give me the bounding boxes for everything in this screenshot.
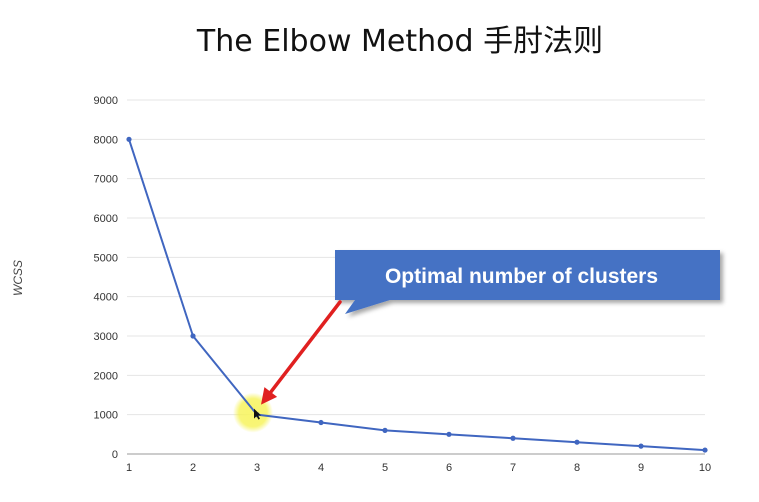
mouse-cursor-icon bbox=[254, 408, 261, 420]
arrow-shaft bbox=[266, 300, 342, 398]
data-point bbox=[382, 427, 388, 433]
data-point bbox=[190, 333, 196, 339]
series-line bbox=[126, 136, 708, 453]
data-point bbox=[446, 431, 452, 437]
y-axis-ticks: 0 1000 2000 3000 4000 5000 6000 7000 8000 9000 bbox=[94, 95, 118, 461]
annotation-callout: Optimal number of clusters bbox=[335, 250, 720, 314]
y-tick-label: 4000 bbox=[94, 292, 118, 304]
callout-box bbox=[335, 250, 720, 314]
chart-title: The Elbow Method 手肘法则 bbox=[196, 24, 604, 59]
x-tick-label: 6 bbox=[446, 462, 452, 474]
y-tick-label: 9000 bbox=[94, 95, 118, 107]
arrow-head bbox=[261, 387, 278, 405]
y-tick-label: 3000 bbox=[94, 331, 118, 343]
data-point bbox=[318, 419, 324, 426]
data-point bbox=[638, 443, 644, 449]
x-tick-label: 10 bbox=[699, 462, 711, 474]
data-point bbox=[702, 447, 708, 453]
data-point bbox=[126, 136, 132, 142]
data-point bbox=[510, 435, 516, 441]
x-tick-label: 1 bbox=[126, 462, 132, 474]
x-tick-label: 3 bbox=[254, 462, 260, 474]
data-point bbox=[574, 439, 580, 445]
x-tick-label: 4 bbox=[318, 462, 324, 474]
y-tick-label: 7000 bbox=[94, 174, 118, 186]
y-tick-label: 5000 bbox=[94, 252, 118, 264]
x-axis-ticks: 1 2 3 4 5 6 7 8 9 10 bbox=[126, 462, 711, 474]
y-axis-label: WCSS bbox=[11, 260, 25, 296]
x-tick-label: 5 bbox=[382, 462, 388, 474]
y-tick-label: 1000 bbox=[94, 410, 118, 422]
annotation-arrow bbox=[261, 300, 342, 405]
series-path bbox=[128, 139, 706, 452]
x-tick-label: 9 bbox=[638, 462, 644, 474]
y-tick-label: 8000 bbox=[94, 134, 118, 146]
x-tick-label: 2 bbox=[190, 462, 196, 474]
x-tick-label: 8 bbox=[574, 462, 580, 474]
y-tick-label: 0 bbox=[112, 449, 118, 461]
y-tick-label: 2000 bbox=[94, 370, 118, 382]
x-tick-label: 7 bbox=[510, 462, 516, 474]
y-tick-label: 6000 bbox=[94, 213, 118, 225]
callout-text: Optimal number of clusters bbox=[385, 265, 658, 288]
